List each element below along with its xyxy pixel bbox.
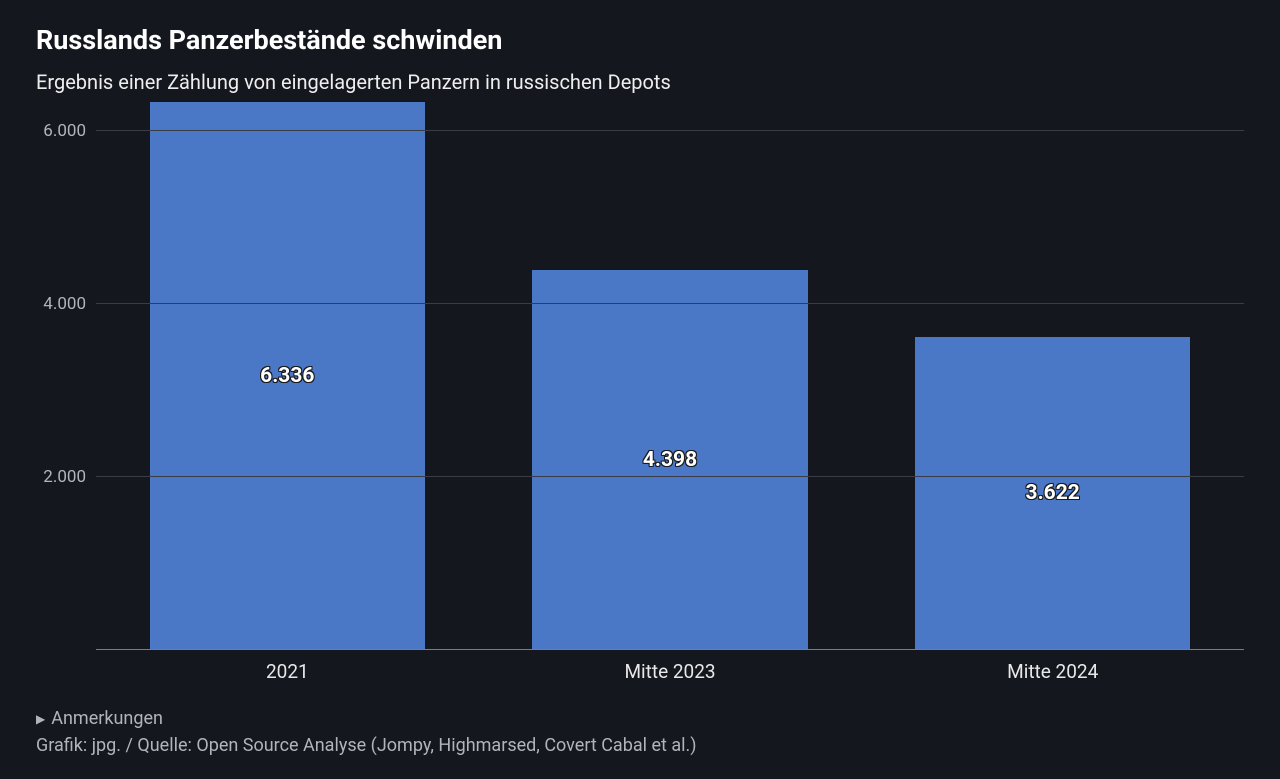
bar-slot: 6.336 bbox=[96, 102, 479, 650]
chart-subtitle: Ergebnis einer Zählung von eingelagerten… bbox=[36, 70, 1244, 94]
gridline bbox=[96, 303, 1244, 304]
chart-footer: ▶ Anmerkungen Grafik: jpg. / Quelle: Ope… bbox=[36, 705, 1244, 759]
bar-value-label: 3.622 bbox=[1026, 481, 1080, 505]
triangle-right-icon: ▶ bbox=[36, 710, 45, 728]
x-tick-label: Mitte 2023 bbox=[479, 660, 862, 683]
credit-line: Grafik: jpg. / Quelle: Open Source Analy… bbox=[36, 732, 1244, 759]
y-tick-label: 4.000 bbox=[43, 294, 86, 314]
bar: 3.622 bbox=[915, 337, 1191, 650]
bars-layer: 6.336 4.398 3.622 bbox=[96, 102, 1244, 650]
notes-toggle[interactable]: ▶ Anmerkungen bbox=[36, 705, 163, 732]
bar-slot: 4.398 bbox=[479, 102, 862, 650]
x-tick-label: 2021 bbox=[96, 660, 479, 683]
notes-label: Anmerkungen bbox=[51, 705, 163, 732]
chart-container: Russlands Panzerbestände schwinden Ergeb… bbox=[0, 0, 1280, 779]
chart-title: Russlands Panzerbestände schwinden bbox=[36, 24, 1244, 56]
x-axis: 2021Mitte 2023Mitte 2024 bbox=[96, 660, 1244, 683]
gridline bbox=[96, 130, 1244, 131]
bar: 6.336 bbox=[150, 102, 426, 650]
x-tick-label: Mitte 2024 bbox=[861, 660, 1244, 683]
gridline bbox=[96, 476, 1244, 477]
y-tick-label: 2.000 bbox=[43, 467, 86, 487]
bar-value-label: 4.398 bbox=[643, 448, 697, 472]
chart-area: 2.000 4.000 6.000 6.336 4.398 3.622 bbox=[36, 102, 1244, 650]
bar: 4.398 bbox=[532, 270, 808, 650]
y-axis: 2.000 4.000 6.000 bbox=[36, 102, 96, 650]
bar-slot: 3.622 bbox=[861, 102, 1244, 650]
plot-area: 6.336 4.398 3.622 bbox=[96, 102, 1244, 650]
y-tick-label: 6.000 bbox=[43, 121, 86, 141]
baseline bbox=[96, 649, 1244, 650]
bar-value-label: 6.336 bbox=[260, 364, 314, 388]
